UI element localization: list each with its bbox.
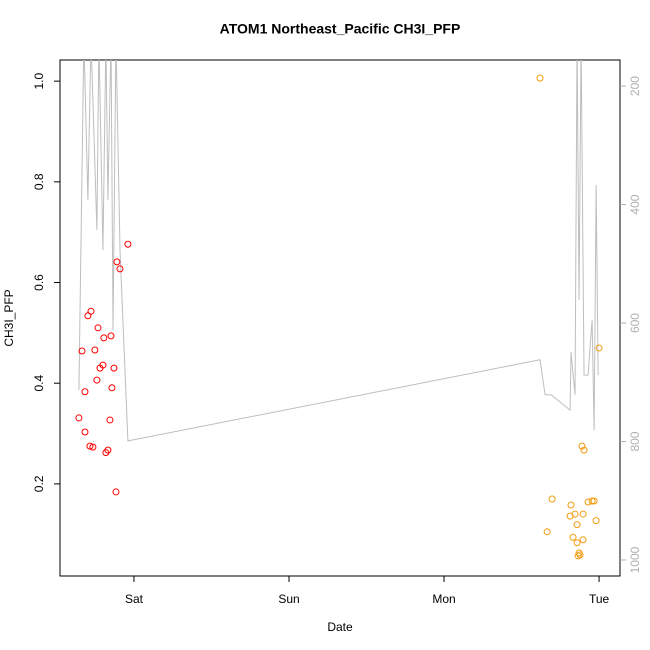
- data-point: [81, 388, 89, 396]
- data-point: [112, 488, 120, 496]
- data-point: [94, 324, 102, 332]
- data-point: [104, 446, 112, 454]
- data-point: [579, 536, 587, 544]
- data-point: [78, 347, 86, 355]
- y2-tick-label: 800: [628, 431, 642, 451]
- x-tick-label: Mon: [432, 592, 455, 606]
- y2-tick-label: 400: [628, 194, 642, 214]
- data-point: [91, 346, 99, 354]
- data-point: [108, 384, 116, 392]
- data-point: [578, 442, 586, 450]
- data-point: [571, 510, 579, 518]
- plot-frame: [59, 59, 621, 577]
- pressure-line: [78, 60, 599, 442]
- data-point: [93, 376, 101, 384]
- data-point: [110, 364, 118, 372]
- data-point: [89, 443, 97, 451]
- data-point: [576, 551, 584, 559]
- data-point: [590, 497, 598, 505]
- data-point: [113, 258, 121, 266]
- data-point: [573, 521, 581, 529]
- data-point: [87, 307, 95, 315]
- data-point: [569, 533, 577, 541]
- data-point: [99, 361, 107, 369]
- data-point: [75, 414, 83, 422]
- data-point: [592, 517, 600, 525]
- x-tick-label: Sun: [278, 592, 299, 606]
- data-point: [536, 74, 544, 82]
- data-point: [548, 495, 556, 503]
- data-point: [595, 344, 603, 352]
- data-point: [86, 442, 94, 450]
- y-tick-label: 0.4: [32, 375, 46, 392]
- x-tick-label: Tue: [589, 592, 610, 606]
- data-point: [580, 446, 588, 454]
- data-point: [107, 332, 115, 340]
- y-tick-label: 1.0: [32, 72, 46, 89]
- right-axis: 200 400 600 800 1000: [620, 76, 642, 573]
- y2-tick-label: 1000: [628, 546, 642, 573]
- data-point: [116, 265, 124, 273]
- x-axis-label: Date: [327, 620, 353, 634]
- y-tick-label: 0.8: [32, 173, 46, 190]
- data-point: [573, 539, 581, 547]
- plot-area: [75, 60, 603, 560]
- data-point: [100, 334, 108, 342]
- data-point: [579, 510, 587, 518]
- y-tick-label: 0.2: [32, 475, 46, 492]
- y-axis-label: CH3I_PFP: [2, 289, 16, 346]
- data-point: [81, 428, 89, 436]
- y-tick-label: 0.6: [32, 274, 46, 291]
- data-point: [588, 497, 596, 505]
- data-point: [124, 240, 132, 248]
- data-point: [567, 501, 575, 509]
- data-point: [543, 528, 551, 536]
- data-point: [106, 416, 114, 424]
- chart-title: ATOM1 Northeast_Pacific CH3I_PFP: [220, 21, 461, 37]
- y2-tick-label: 600: [628, 313, 642, 333]
- x-tick-label: Sat: [125, 592, 144, 606]
- data-point: [584, 498, 592, 506]
- y2-tick-label: 200: [628, 76, 642, 96]
